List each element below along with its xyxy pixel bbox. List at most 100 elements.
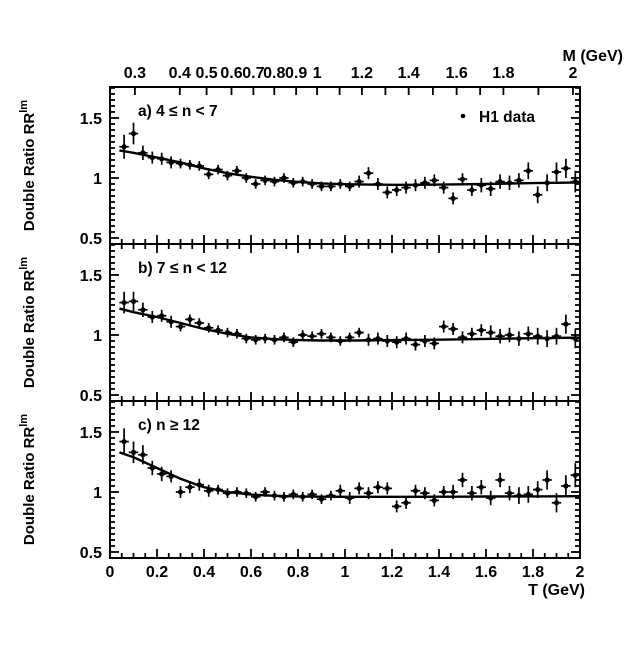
data-point xyxy=(450,489,456,495)
x-axis-tick-label: 1.6 xyxy=(475,564,497,581)
data-point xyxy=(196,320,202,326)
data-point xyxy=(422,490,428,496)
data-point xyxy=(271,178,278,185)
data-point xyxy=(149,154,155,161)
data-point xyxy=(243,335,249,342)
data-point xyxy=(215,327,221,333)
data-point xyxy=(516,492,522,499)
data-point xyxy=(196,163,202,169)
data-point xyxy=(469,490,475,496)
panel-label: a) 4 ≤ n < 7 xyxy=(138,103,218,120)
data-series-h1 xyxy=(119,428,580,513)
data-point xyxy=(300,332,306,338)
data-point xyxy=(234,168,240,174)
data-point xyxy=(309,491,315,497)
top-axis-tick-label: 1 xyxy=(313,65,322,82)
data-point xyxy=(290,339,296,345)
data-point xyxy=(347,183,353,189)
data-point xyxy=(497,178,503,185)
top-axis-tick-label: 0.9 xyxy=(285,65,307,82)
y-axis-title: Double Ratio RRlm xyxy=(18,100,38,231)
data-point xyxy=(469,331,475,337)
data-point xyxy=(488,329,494,336)
x-axis: 0 0.2 0.4 0.6 0.8 1 1.2 1.4 1.6 1.8 2T (GeV) xyxy=(106,564,585,599)
data-point xyxy=(328,183,334,189)
data-point xyxy=(337,338,343,344)
data-point xyxy=(469,187,475,193)
data-point xyxy=(309,333,315,339)
data-point xyxy=(121,299,127,306)
top-axis-tick-label: 0.3 xyxy=(124,65,146,82)
x-axis-tick-label: 0 xyxy=(106,564,115,581)
data-point xyxy=(177,489,184,495)
x-axis-tick-label: 1.8 xyxy=(522,564,544,581)
x-axis-tick-label: 0.2 xyxy=(146,564,168,581)
y-axis-tick-label: 1 xyxy=(93,328,102,345)
data-point xyxy=(300,178,306,185)
data-point xyxy=(234,489,240,495)
data-point xyxy=(563,321,569,327)
data-point xyxy=(431,497,437,503)
y-axis-tick-label: 1.5 xyxy=(80,111,102,128)
data-point xyxy=(234,331,240,337)
top-axis: 0.3 0.4 0.5 0.6 0.70.8 0.9 1 1.2 1.4 1.6 1.8 2M (Ge… xyxy=(124,48,623,82)
data-point xyxy=(516,177,522,183)
data-point xyxy=(159,156,165,162)
data-point xyxy=(318,496,325,502)
data-point xyxy=(356,178,362,185)
data-point xyxy=(177,323,184,330)
data-point xyxy=(309,181,315,187)
x-axis-tick-label: 0.6 xyxy=(240,564,262,581)
legend-label: H1 data xyxy=(479,109,535,126)
data-point xyxy=(206,325,212,331)
y-axis-tick-label: 0.5 xyxy=(80,231,102,248)
data-point xyxy=(403,184,409,191)
data-point xyxy=(318,183,325,189)
fit-curve xyxy=(119,451,581,498)
data-point xyxy=(422,338,428,344)
top-axis-tick-label: 0.7 xyxy=(242,65,264,82)
data-point xyxy=(506,490,513,496)
panel-label: c) n ≥ 12 xyxy=(138,417,200,434)
data-point xyxy=(149,314,155,320)
y-axis-tick-label: 1 xyxy=(93,485,102,502)
data-point xyxy=(441,489,447,495)
data-point xyxy=(459,176,466,182)
data-point xyxy=(365,337,372,343)
data-point xyxy=(535,333,541,339)
data-point xyxy=(572,335,578,342)
y-axis-tick-label: 1.5 xyxy=(80,268,102,285)
data-point xyxy=(384,485,390,491)
data-point xyxy=(403,500,409,506)
data-point xyxy=(300,494,306,500)
data-point xyxy=(535,486,541,493)
data-point xyxy=(422,180,428,186)
data-point xyxy=(412,341,419,348)
data-point xyxy=(525,491,531,497)
data-point xyxy=(497,477,503,483)
x-axis-tick-label: 0.8 xyxy=(287,564,309,581)
top-axis-tick-label: 1.4 xyxy=(398,65,420,82)
data-point xyxy=(384,338,390,344)
x-axis-tick-label: 1.4 xyxy=(428,564,450,581)
data-point xyxy=(281,494,287,500)
data-point xyxy=(224,490,231,496)
data-point xyxy=(384,189,390,195)
data-point xyxy=(253,494,259,500)
data-point xyxy=(497,333,503,339)
data-point xyxy=(271,492,278,499)
data-point xyxy=(215,486,221,493)
data-point xyxy=(328,334,334,340)
data-point xyxy=(187,162,193,168)
data-point xyxy=(431,177,437,183)
top-axis-tick-label: 0.8 xyxy=(263,65,285,82)
data-point xyxy=(121,438,127,445)
y-axis-title: Double Ratio RRlm xyxy=(18,257,38,388)
data-point xyxy=(328,492,334,499)
data-point xyxy=(553,169,560,175)
data-point xyxy=(525,331,531,337)
data-point xyxy=(478,484,484,490)
y-axis-tick-label: 0.5 xyxy=(80,388,102,405)
data-point xyxy=(149,465,155,471)
